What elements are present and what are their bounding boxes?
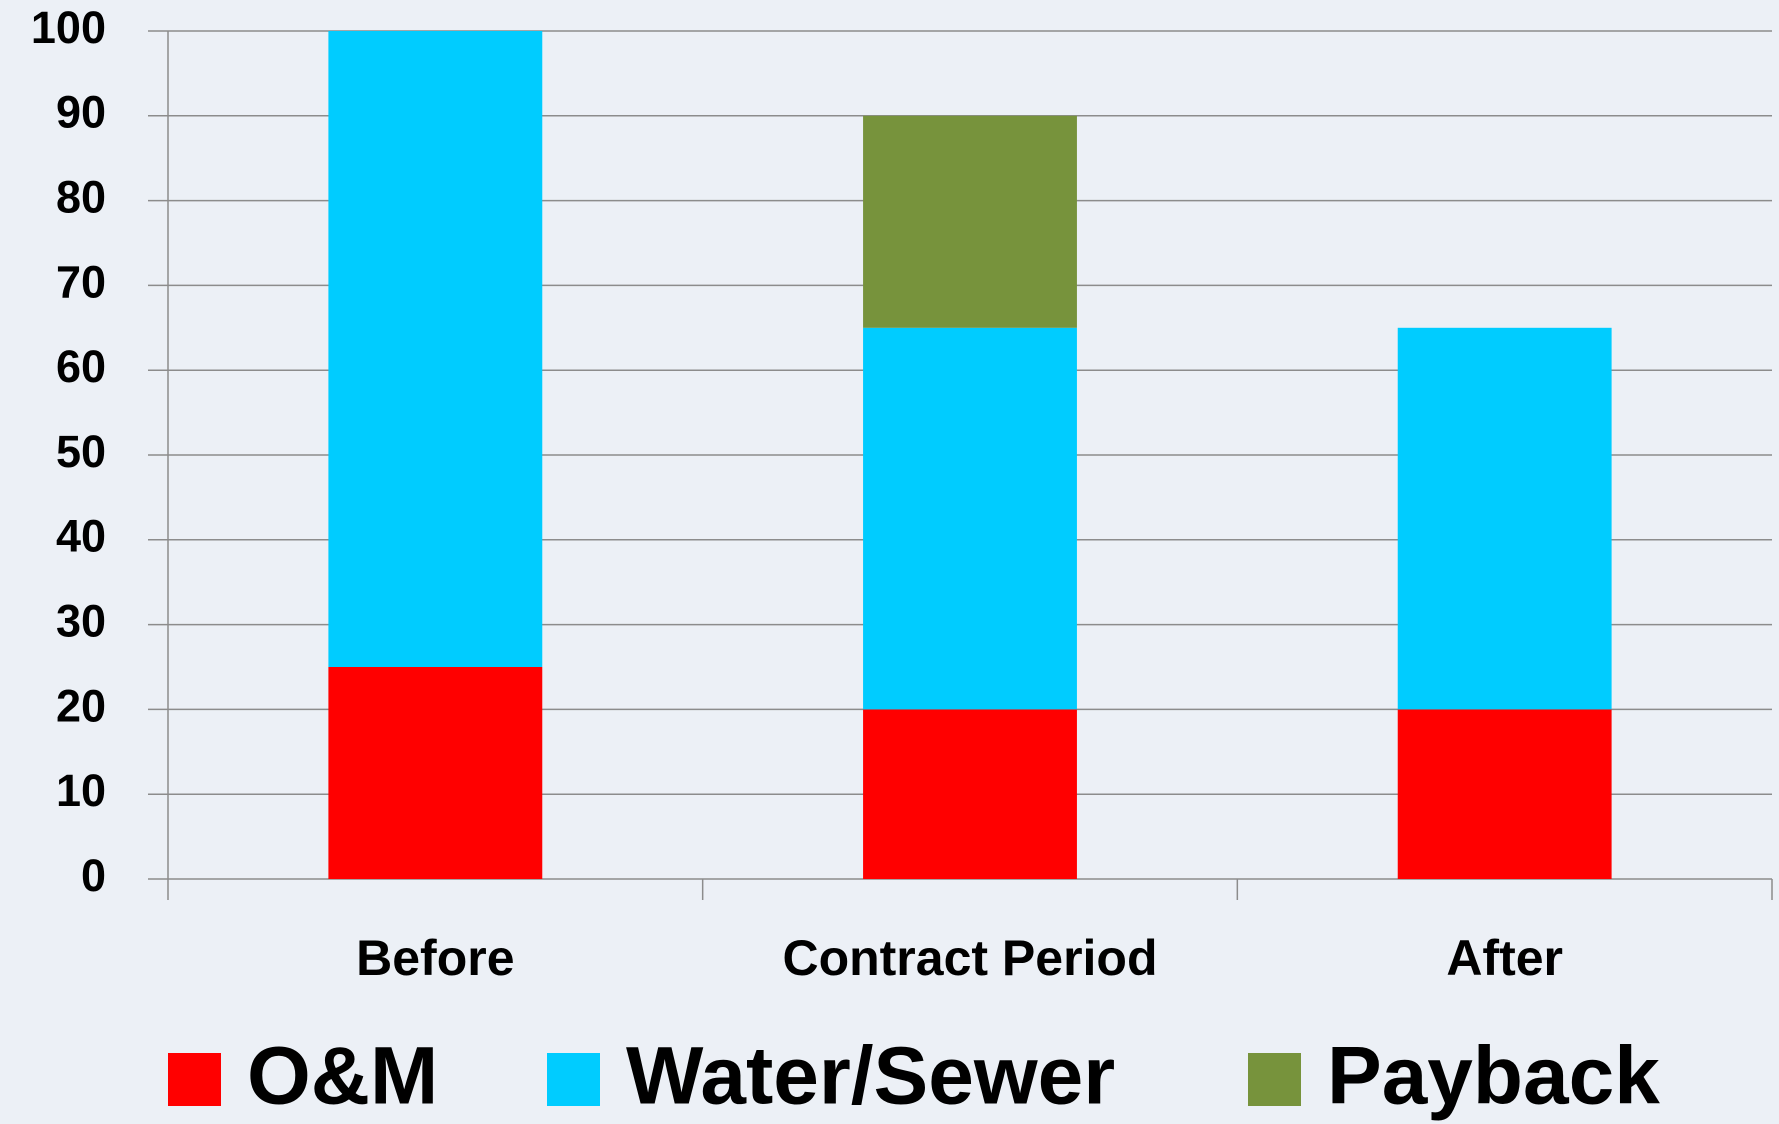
y-tick-label: 80 — [56, 171, 106, 222]
legend-swatch — [547, 1053, 600, 1106]
legend-swatch — [168, 1053, 221, 1106]
bar-segment — [328, 667, 543, 879]
y-tick-label: 50 — [56, 426, 106, 477]
x-tick-label: Before — [356, 930, 514, 986]
y-tick-label: 70 — [56, 256, 106, 307]
bar-segment — [863, 115, 1077, 328]
y-tick-label: 0 — [81, 850, 106, 901]
legend-label: Water/Sewer — [626, 1031, 1115, 1122]
y-tick-label: 40 — [56, 511, 106, 562]
y-tick-label: 30 — [56, 595, 106, 646]
y-tick-label: 100 — [31, 2, 106, 53]
y-tick-label: 10 — [56, 765, 106, 816]
y-tick-label: 90 — [56, 87, 106, 138]
bar-segment — [863, 327, 1077, 710]
bar-segment — [863, 709, 1077, 879]
legend-label: O&M — [247, 1031, 438, 1122]
x-tick-label: After — [1446, 930, 1563, 986]
bar-segment — [328, 31, 543, 667]
y-tick-label: 20 — [56, 680, 106, 731]
legend-swatch — [1248, 1053, 1301, 1106]
y-tick-label: 60 — [56, 341, 106, 392]
x-tick-label: Contract Period — [782, 930, 1157, 986]
bar-segment — [1397, 709, 1612, 879]
legend-label: Payback — [1327, 1031, 1660, 1122]
bar-segment — [1397, 327, 1612, 710]
